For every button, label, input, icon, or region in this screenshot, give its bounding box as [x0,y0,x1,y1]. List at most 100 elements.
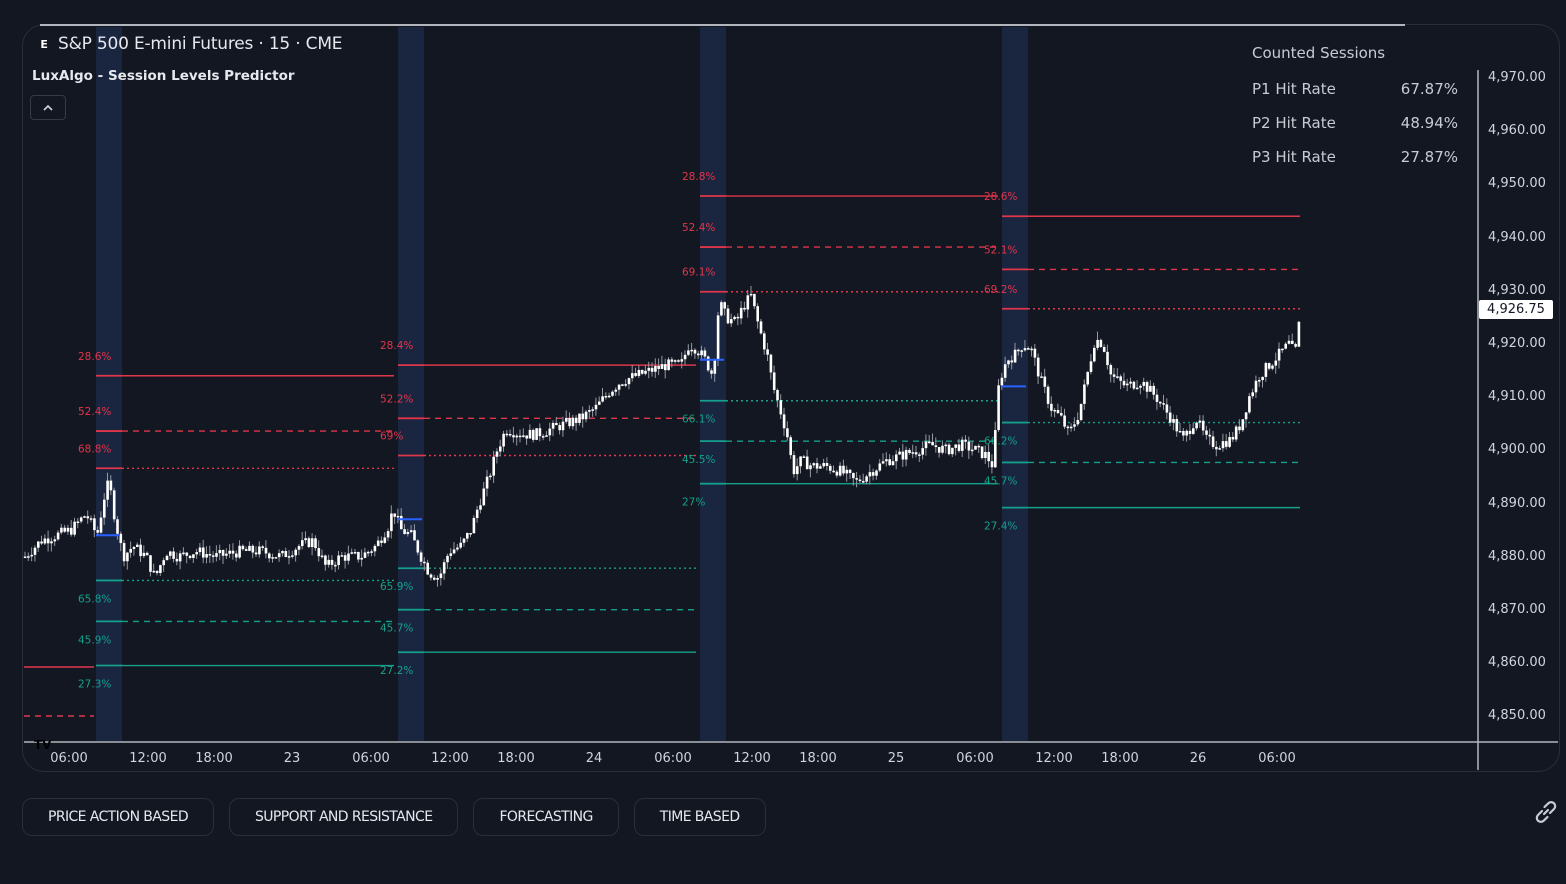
collapse-indicators-button[interactable] [30,95,66,120]
candle-body [786,428,789,438]
candle-body [947,444,951,455]
tradingview-logo[interactable]: TV [34,738,52,752]
candle-body [687,350,690,355]
candle-body [1188,430,1192,434]
lower-level-label: 45.7% [984,475,1017,487]
link-icon[interactable] [1530,796,1562,828]
time-axis-label: 06:00 [956,751,994,766]
upper-level-label: 52.1% [984,244,1017,256]
candle-body [1264,363,1268,377]
upper-level-label: 28.6% [78,351,111,363]
upper-level-label: 52.4% [682,222,715,234]
candle-body [634,373,637,376]
candle-body [1195,422,1198,429]
candle-body [746,295,750,310]
candle-body [423,561,426,564]
indicator-name[interactable]: LuxAlgo - Session Levels Predictor [32,68,295,84]
candle-body [723,302,726,309]
candle-body [23,556,27,559]
candle-body [393,513,396,517]
candle-body [66,527,70,532]
candle-body [122,543,126,562]
candle-body [27,556,30,558]
candle-body [934,445,938,448]
candle-body [248,545,251,551]
lower-level-label: 66.1% [682,414,715,426]
candle-body [1020,350,1023,352]
candle-body [192,554,195,558]
candle-body [1267,363,1271,369]
time-axis-label: 24 [585,751,603,766]
candle-body [763,333,766,350]
tag-time-based[interactable]: TIME BASED [633,798,766,836]
candle-body [832,470,835,473]
candle-body [314,538,317,549]
symbol-title[interactable]: E S&P 500 E-mini Futures · 15 · CME [38,34,342,54]
candle-body [1089,361,1093,372]
candle-body [76,521,80,524]
candle-body [456,547,459,550]
candle-body [357,551,360,560]
tag-support-and-resistance[interactable]: SUPPORT AND RESISTANCE [229,798,459,836]
price-axis-label: 4,890.00 [1488,495,1546,511]
candle-body [1152,385,1155,395]
candle-body [1003,364,1007,378]
candle-body [466,532,469,539]
upper-level-label: 69.2% [984,284,1017,296]
candle-body [796,466,799,475]
stats-row-p1: P1 Hit Rate 67.87% [1252,72,1458,106]
candle-body [895,454,898,462]
candle-body [1083,384,1086,404]
candle-body [858,479,862,482]
candle-body [244,549,248,551]
candle-body [812,463,816,466]
candle-body [215,553,218,557]
candle-body [726,308,730,324]
lower-level-label: 45.9% [78,634,111,646]
candle-body [185,552,189,556]
candle-body [561,421,565,431]
candle-body [70,527,73,535]
candle-body [997,385,1000,431]
candle-body [904,449,908,460]
candle-body [1007,360,1010,365]
candle-body [1162,403,1165,405]
candle-body [888,459,891,466]
price-axis-label: 4,920.00 [1488,336,1546,351]
candle-body [538,428,542,437]
symbol-title-text: S&P 500 E-mini Futures · 15 · CME [58,34,343,54]
candle-body [1198,420,1202,423]
candle-body [360,557,363,560]
tag-forecasting[interactable]: FORECASTING [473,798,619,836]
candle-body [106,480,109,500]
candle-body [914,452,918,455]
candle-body [307,538,311,548]
candle-body [446,555,449,563]
candle-body [690,349,693,352]
candle-body [885,459,888,462]
candle-body [647,367,651,371]
exchange-icon: E [40,37,48,51]
lower-level-label: 45.7% [380,623,413,635]
candle-body [162,560,165,566]
candle-body [353,551,357,554]
tag-price-action-based[interactable]: PRICE ACTION BASED [22,798,214,836]
candle-body [1135,387,1139,390]
candle-body [502,433,505,447]
candle-body [373,545,377,552]
time-axis-label: 06:00 [1258,751,1296,766]
candle-body [541,436,545,438]
candle-body [495,451,499,457]
candle-body [802,456,806,458]
candle-body [505,433,509,436]
candle-body [1215,446,1218,450]
candle-body [815,463,819,469]
candle-body [304,538,307,541]
candle-body [1165,404,1169,413]
candle-body [753,293,756,307]
candle-body [941,445,944,453]
stats-label: P2 Hit Rate [1252,114,1336,132]
candle-body [845,469,849,474]
candle-body [644,370,647,374]
